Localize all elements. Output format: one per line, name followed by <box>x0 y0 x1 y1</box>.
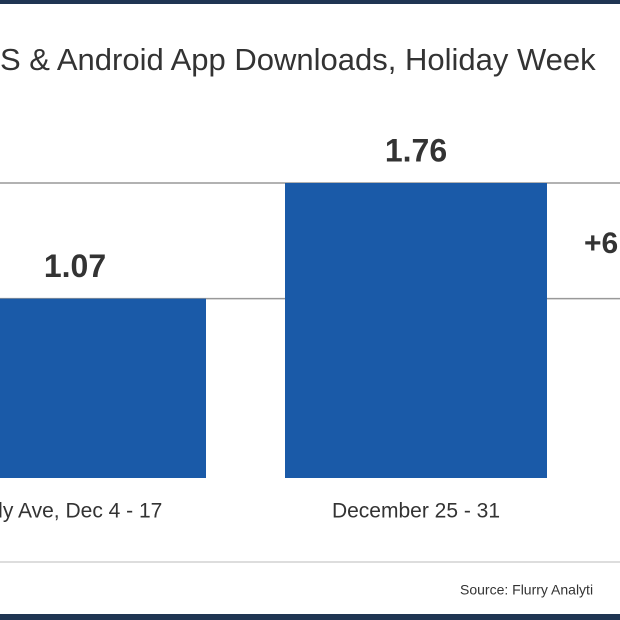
chart-title: S & Android App Downloads, Holiday Week <box>0 42 596 77</box>
value-label: 1.76 <box>385 132 447 168</box>
bottom-border <box>0 614 620 620</box>
bar <box>0 298 206 478</box>
value-label: 1.07 <box>44 248 106 284</box>
bar <box>285 183 547 478</box>
annotation: +6 <box>584 227 618 260</box>
x-tick-label: December 25 - 31 <box>332 500 500 523</box>
source: Source: Flurry Analyti <box>460 582 593 598</box>
top-border <box>0 0 620 4</box>
x-tick-label: kly Ave, Dec 4 - 17 <box>0 500 162 523</box>
